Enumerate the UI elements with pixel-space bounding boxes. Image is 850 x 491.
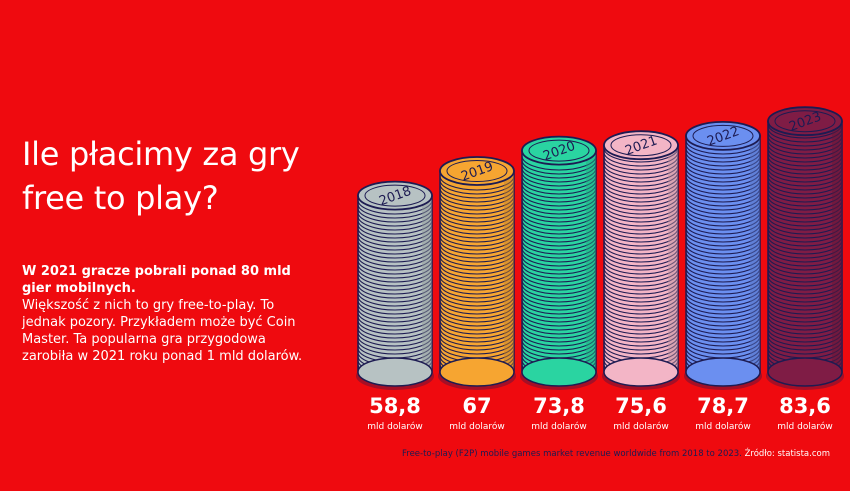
coin-stack xyxy=(356,180,434,390)
coin-stack xyxy=(766,106,844,390)
unit-label: mld dolarów xyxy=(777,421,832,432)
value-label: 58,8 xyxy=(369,394,421,418)
coin-stack xyxy=(684,120,762,390)
unit-label: mld dolarów xyxy=(449,421,504,432)
intro-body: Większość z nich to gry free-to-play. To… xyxy=(22,298,303,364)
coin-stack xyxy=(602,130,680,390)
intro-text: W 2021 gracze pobrali ponad 80 mld gier … xyxy=(22,263,307,365)
unit-label: mld dolarów xyxy=(367,421,422,432)
footnote-text: Free-to-play (F2P) mobile games market r… xyxy=(401,449,742,459)
coin-stack xyxy=(438,156,516,390)
footnote-source: Źródło: statista.com xyxy=(744,449,830,459)
unit-label: mld dolarów xyxy=(531,421,586,432)
value-label: 78,7 xyxy=(697,394,749,418)
value-label: 73,8 xyxy=(533,394,585,418)
unit-label: mld dolarów xyxy=(695,421,750,432)
coin-stack xyxy=(520,135,598,390)
unit-label: mld dolarów xyxy=(613,421,668,432)
value-label: 83,6 xyxy=(779,394,831,418)
intro-lead: W 2021 gracze pobrali ponad 80 mld gier … xyxy=(22,264,291,296)
page-title: Ile płacimy za gry free to play? xyxy=(22,135,300,217)
value-label: 75,6 xyxy=(615,394,667,418)
chart-footnote: Free-to-play (F2P) mobile games market r… xyxy=(402,449,830,459)
value-label: 67 xyxy=(462,394,491,418)
